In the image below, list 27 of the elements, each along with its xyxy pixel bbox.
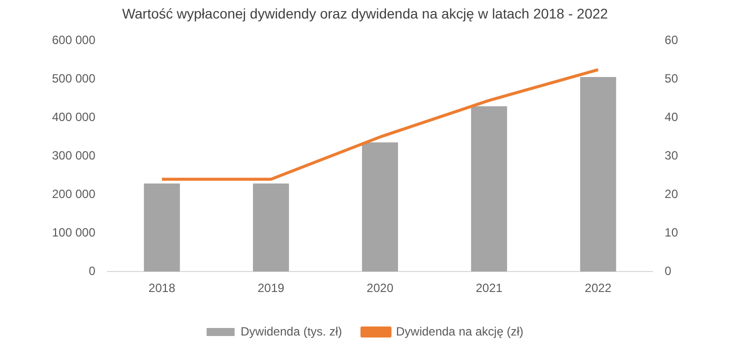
bar	[580, 76, 616, 272]
y-tick-label: 500 000	[52, 72, 96, 86]
y2-tick-label: 40	[664, 110, 678, 124]
legend-label: Dywidenda na akcję (zł)	[396, 324, 524, 338]
bar	[144, 184, 180, 272]
y2-tick-label: 0	[664, 264, 672, 278]
y2-tick-label: 60	[664, 33, 678, 48]
legend-label: Dywidenda (tys. zł)	[240, 324, 342, 338]
x-tick-label: 2021	[476, 281, 503, 296]
y-tick-label: 600 000	[52, 33, 96, 48]
chart-title: Wartość wypłaconej dywidendy oraz dywidenda na akcję w latach 2018 - 2022	[122, 5, 608, 22]
y-tick-label: 200 000	[52, 186, 96, 201]
y-tick-label: 0	[88, 264, 96, 278]
bar	[252, 184, 289, 272]
bar	[471, 106, 508, 272]
y-tick-label: 400 000	[52, 110, 96, 124]
y2-tick-label: 30	[664, 148, 678, 163]
x-tick-label: 2019	[258, 281, 285, 296]
y2-tick-label: 10	[664, 225, 678, 240]
x-tick-label: 2020	[366, 281, 394, 296]
bar	[362, 142, 398, 272]
y2-tick-label: 50	[664, 72, 678, 86]
x-tick-label: 2018	[148, 281, 176, 296]
y-tick-label: 300 000	[52, 148, 96, 163]
x-tick-label: 2022	[584, 281, 612, 296]
y2-tick-label: 20	[664, 186, 678, 201]
y-tick-label: 100 000	[52, 225, 96, 240]
